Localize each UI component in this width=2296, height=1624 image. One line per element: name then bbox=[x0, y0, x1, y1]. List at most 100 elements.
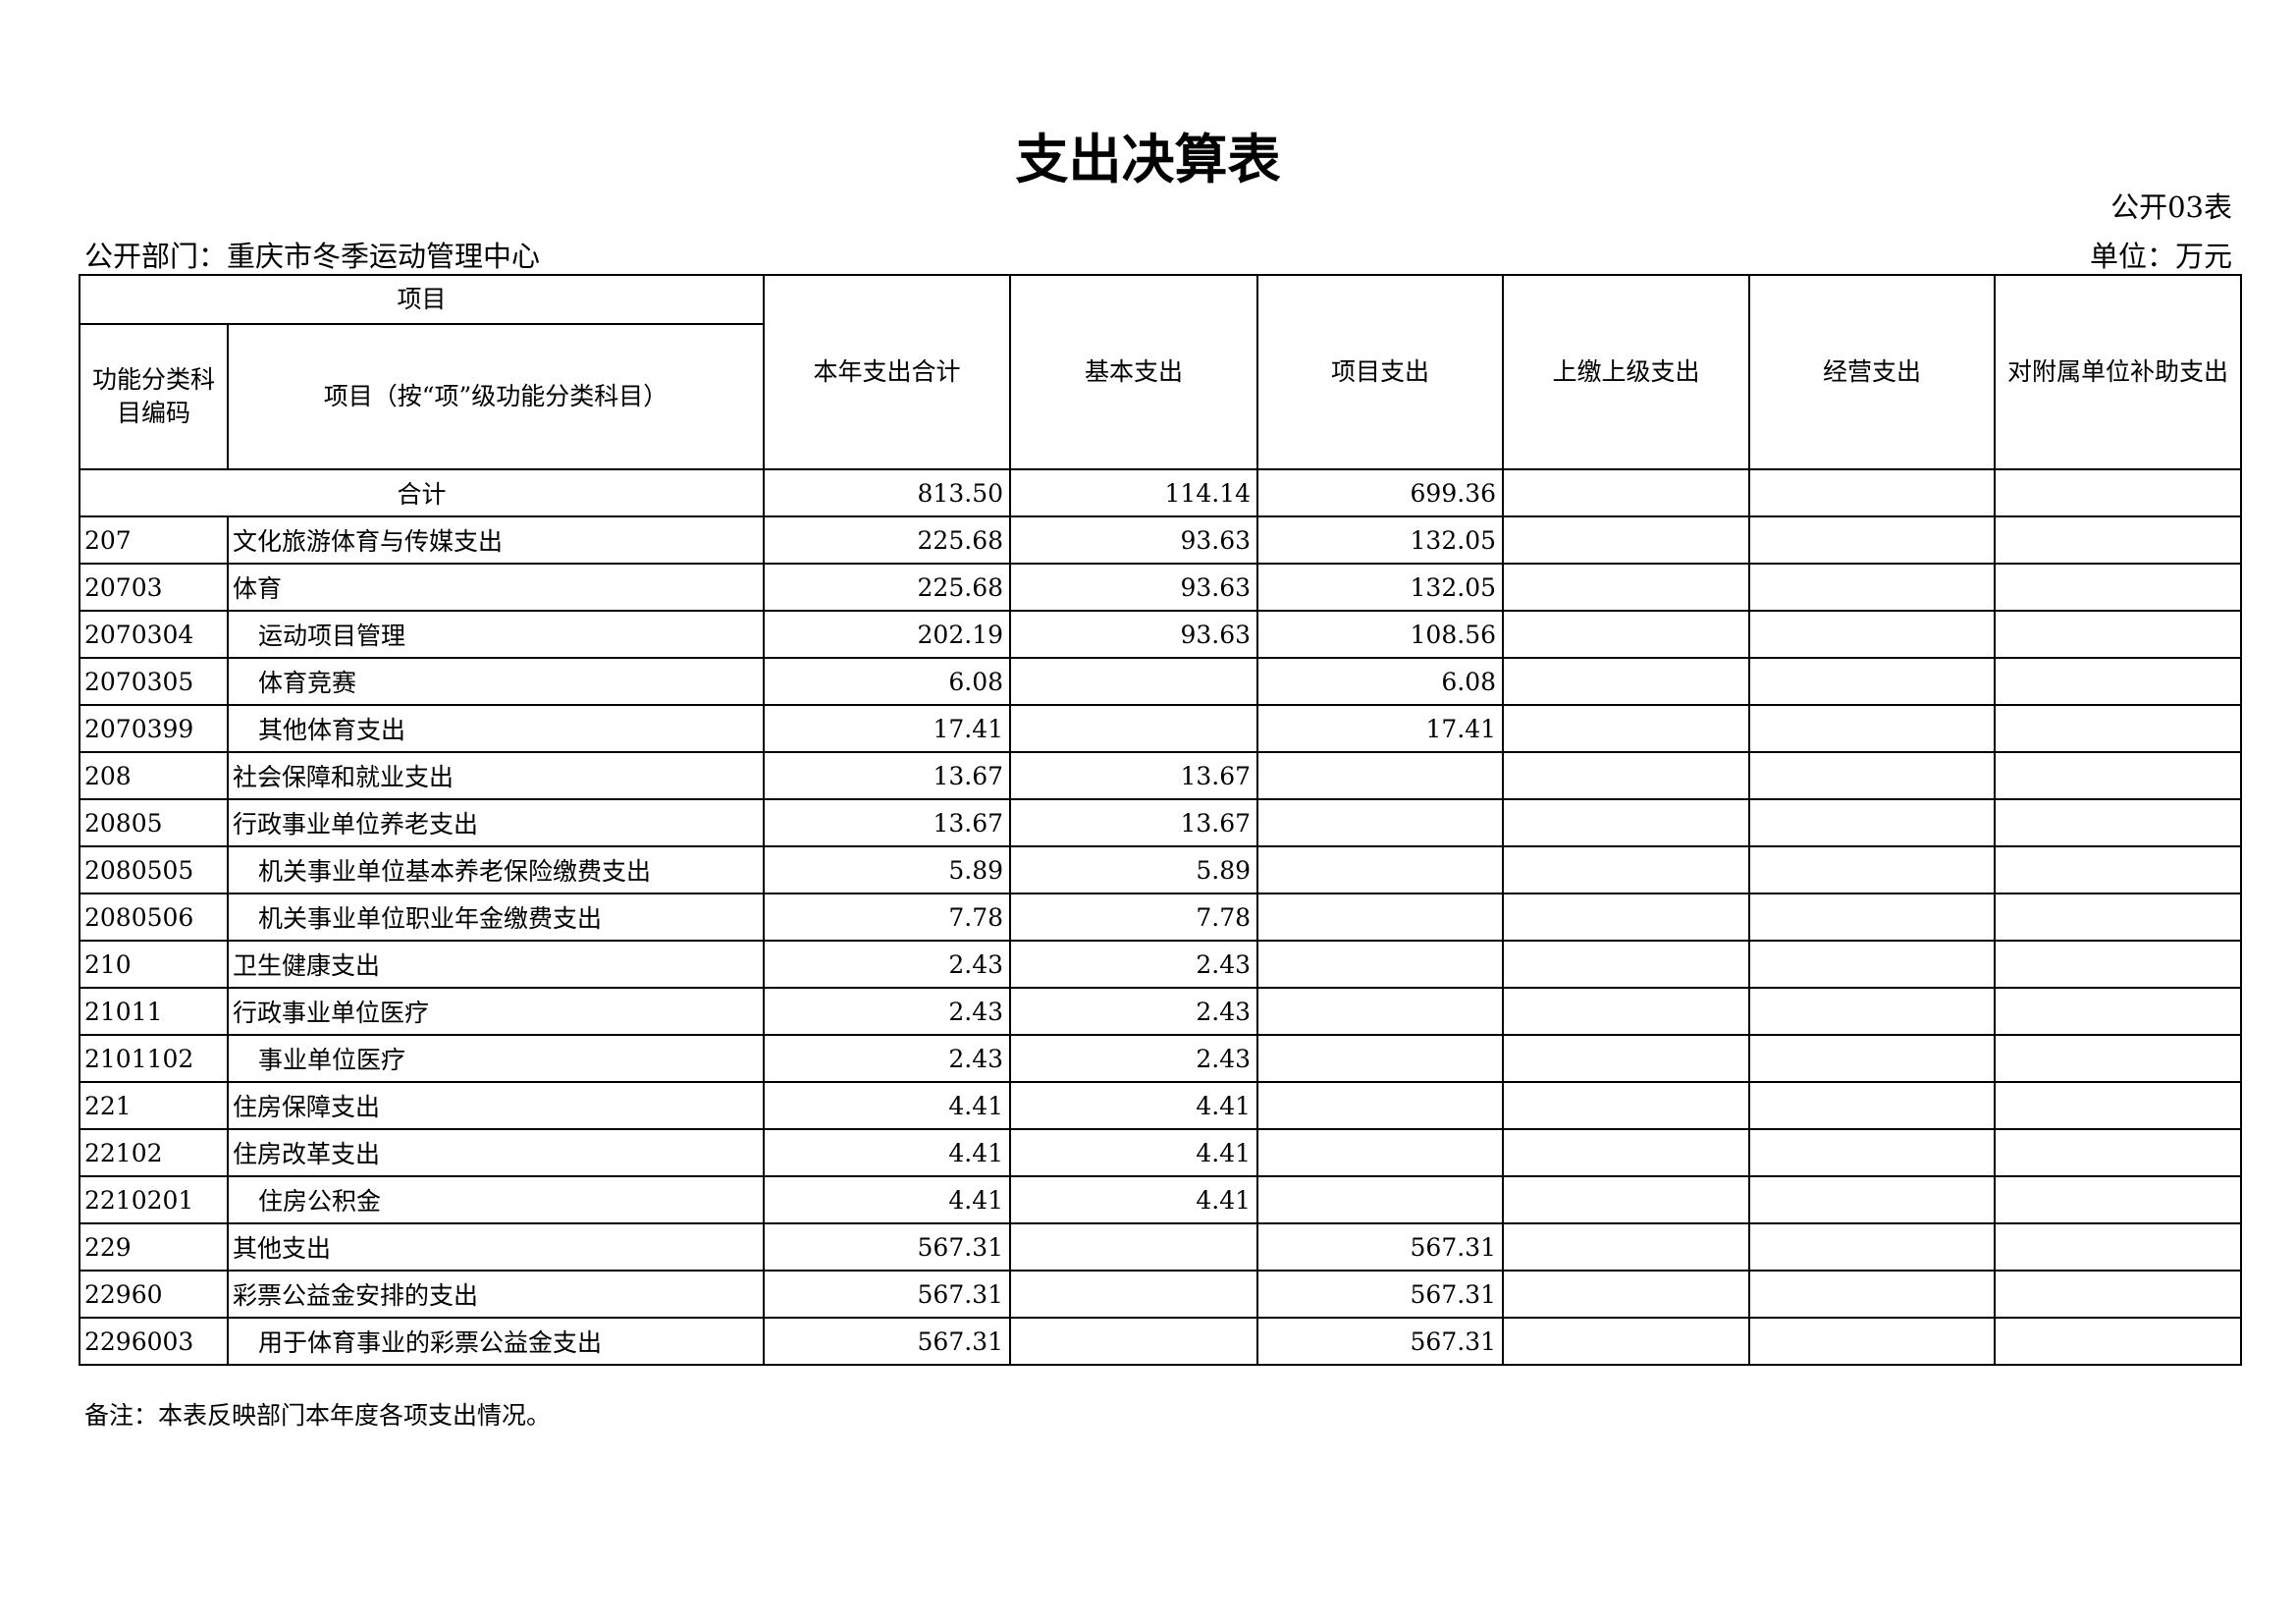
subsidy-cell bbox=[1994, 1317, 2243, 1366]
table-row: 2080505 机关事业单位基本养老保险缴费支出 5.89 5.89 bbox=[79, 845, 2243, 894]
name-cell: 行政事业单位医疗 bbox=[226, 987, 766, 1036]
name-cell: 用于体育事业的彩票公益金支出 bbox=[226, 1317, 766, 1366]
table-row: 210 卫生健康支出 2.43 2.43 bbox=[79, 940, 2243, 989]
name-cell: 运动项目管理 bbox=[226, 610, 766, 659]
basic-cell: 93.63 bbox=[1009, 563, 1259, 612]
operating-cell bbox=[1748, 751, 1997, 800]
table-row: 22960 彩票公益金安排的支出 567.31 567.31 bbox=[79, 1270, 2243, 1319]
department-label: 公开部门：重庆市冬季运动管理中心 bbox=[84, 240, 541, 273]
remit-cell bbox=[1502, 987, 1751, 1036]
remit-cell bbox=[1502, 845, 1751, 894]
basic-cell: 93.63 bbox=[1009, 610, 1259, 659]
table-row: 208 社会保障和就业支出 13.67 13.67 bbox=[79, 751, 2243, 800]
name-cell: 社会保障和就业支出 bbox=[226, 751, 766, 800]
remit-cell bbox=[1502, 798, 1751, 847]
total-cell: 13.67 bbox=[763, 798, 1012, 847]
name-cell: 体育 bbox=[226, 563, 766, 612]
basic-cell: 7.78 bbox=[1009, 893, 1259, 942]
operating-cell bbox=[1748, 1175, 1997, 1224]
code-cell: 2080506 bbox=[79, 893, 229, 942]
remit-cell bbox=[1502, 893, 1751, 942]
project-cell: 17.41 bbox=[1256, 704, 1505, 753]
table-row: 2210201 住房公积金 4.41 4.41 bbox=[79, 1175, 2243, 1224]
header-subsidy: 对附属单位补助支出 bbox=[1994, 274, 2243, 470]
total-cell: 7.78 bbox=[763, 893, 1012, 942]
total-cell: 225.68 bbox=[763, 515, 1012, 565]
remit-cell bbox=[1502, 751, 1751, 800]
basic-cell: 5.89 bbox=[1009, 845, 1259, 894]
name-cell: 住房公积金 bbox=[226, 1175, 766, 1224]
operating-cell bbox=[1748, 468, 1997, 517]
table-row: 20805 行政事业单位养老支出 13.67 13.67 bbox=[79, 798, 2243, 847]
operating-cell bbox=[1748, 893, 1997, 942]
name-cell: 机关事业单位基本养老保险缴费支出 bbox=[226, 845, 766, 894]
unit-label: 单位：万元 bbox=[2089, 240, 2232, 273]
code-cell: 208 bbox=[79, 751, 229, 800]
header-project: 项目 bbox=[78, 274, 766, 325]
basic-cell: 93.63 bbox=[1009, 515, 1259, 565]
remit-cell bbox=[1502, 1128, 1751, 1177]
code-cell: 2101102 bbox=[79, 1034, 229, 1083]
project-cell bbox=[1256, 940, 1505, 989]
operating-cell bbox=[1748, 657, 1997, 706]
basic-cell: 114.14 bbox=[1009, 468, 1259, 517]
remit-cell bbox=[1502, 563, 1751, 612]
code-cell: 2080505 bbox=[79, 845, 229, 894]
project-cell: 6.08 bbox=[1256, 657, 1505, 706]
subsidy-cell bbox=[1994, 610, 2243, 659]
name-cell: 其他体育支出 bbox=[226, 704, 766, 753]
project-cell bbox=[1256, 987, 1505, 1036]
remit-cell bbox=[1502, 657, 1751, 706]
total-cell: 202.19 bbox=[763, 610, 1012, 659]
code-cell: 229 bbox=[79, 1222, 229, 1272]
footnote: 备注：本表反映部门本年度各项支出情况。 bbox=[84, 1401, 552, 1430]
subsidy-cell bbox=[1994, 1034, 2243, 1083]
total-cell: 17.41 bbox=[763, 704, 1012, 753]
subsidy-cell bbox=[1994, 893, 2243, 942]
table-row: 229 其他支出 567.31 567.31 bbox=[79, 1222, 2243, 1272]
subsidy-cell bbox=[1994, 657, 2243, 706]
basic-cell: 2.43 bbox=[1009, 987, 1259, 1036]
total-cell: 567.31 bbox=[763, 1222, 1012, 1272]
project-cell bbox=[1256, 751, 1505, 800]
basic-cell bbox=[1009, 1317, 1259, 1366]
basic-cell: 4.41 bbox=[1009, 1081, 1259, 1130]
subsidy-cell bbox=[1994, 940, 2243, 989]
name-cell: 行政事业单位养老支出 bbox=[226, 798, 766, 847]
name-cell: 其他支出 bbox=[226, 1222, 766, 1272]
operating-cell bbox=[1748, 1081, 1997, 1130]
basic-cell: 2.43 bbox=[1009, 1034, 1259, 1083]
project-cell: 108.56 bbox=[1256, 610, 1505, 659]
table-row: 22102 住房改革支出 4.41 4.41 bbox=[79, 1128, 2243, 1177]
table-number: 公开03表 bbox=[2110, 190, 2232, 224]
operating-cell bbox=[1748, 1222, 1997, 1272]
table-row: 2070305 体育竞赛 6.08 6.08 bbox=[79, 657, 2243, 706]
project-cell bbox=[1256, 845, 1505, 894]
subsidy-cell bbox=[1994, 1081, 2243, 1130]
remit-cell bbox=[1502, 1317, 1751, 1366]
project-cell bbox=[1256, 1128, 1505, 1177]
table-row: 20703 体育 225.68 93.63 132.05 bbox=[79, 563, 2243, 612]
remit-cell bbox=[1502, 610, 1751, 659]
code-cell: 2210201 bbox=[79, 1175, 229, 1224]
project-cell bbox=[1256, 798, 1505, 847]
code-cell: 22960 bbox=[79, 1270, 229, 1319]
operating-cell bbox=[1748, 563, 1997, 612]
total-cell: 2.43 bbox=[763, 940, 1012, 989]
code-cell: 2070305 bbox=[79, 657, 229, 706]
table-row: 2070304 运动项目管理 202.19 93.63 108.56 bbox=[79, 610, 2243, 659]
project-cell bbox=[1256, 1175, 1505, 1224]
header-operating: 经营支出 bbox=[1748, 274, 1997, 470]
name-cell: 住房改革支出 bbox=[226, 1128, 766, 1177]
project-cell bbox=[1256, 1081, 1505, 1130]
header-remit: 上缴上级支出 bbox=[1502, 274, 1751, 470]
operating-cell bbox=[1748, 704, 1997, 753]
total-cell: 813.50 bbox=[763, 468, 1012, 517]
remit-cell bbox=[1502, 940, 1751, 989]
code-cell: 22102 bbox=[79, 1128, 229, 1177]
basic-cell bbox=[1009, 657, 1259, 706]
total-cell: 4.41 bbox=[763, 1175, 1012, 1224]
operating-cell bbox=[1748, 940, 1997, 989]
project-cell: 132.05 bbox=[1256, 563, 1505, 612]
project-cell: 567.31 bbox=[1256, 1270, 1505, 1319]
